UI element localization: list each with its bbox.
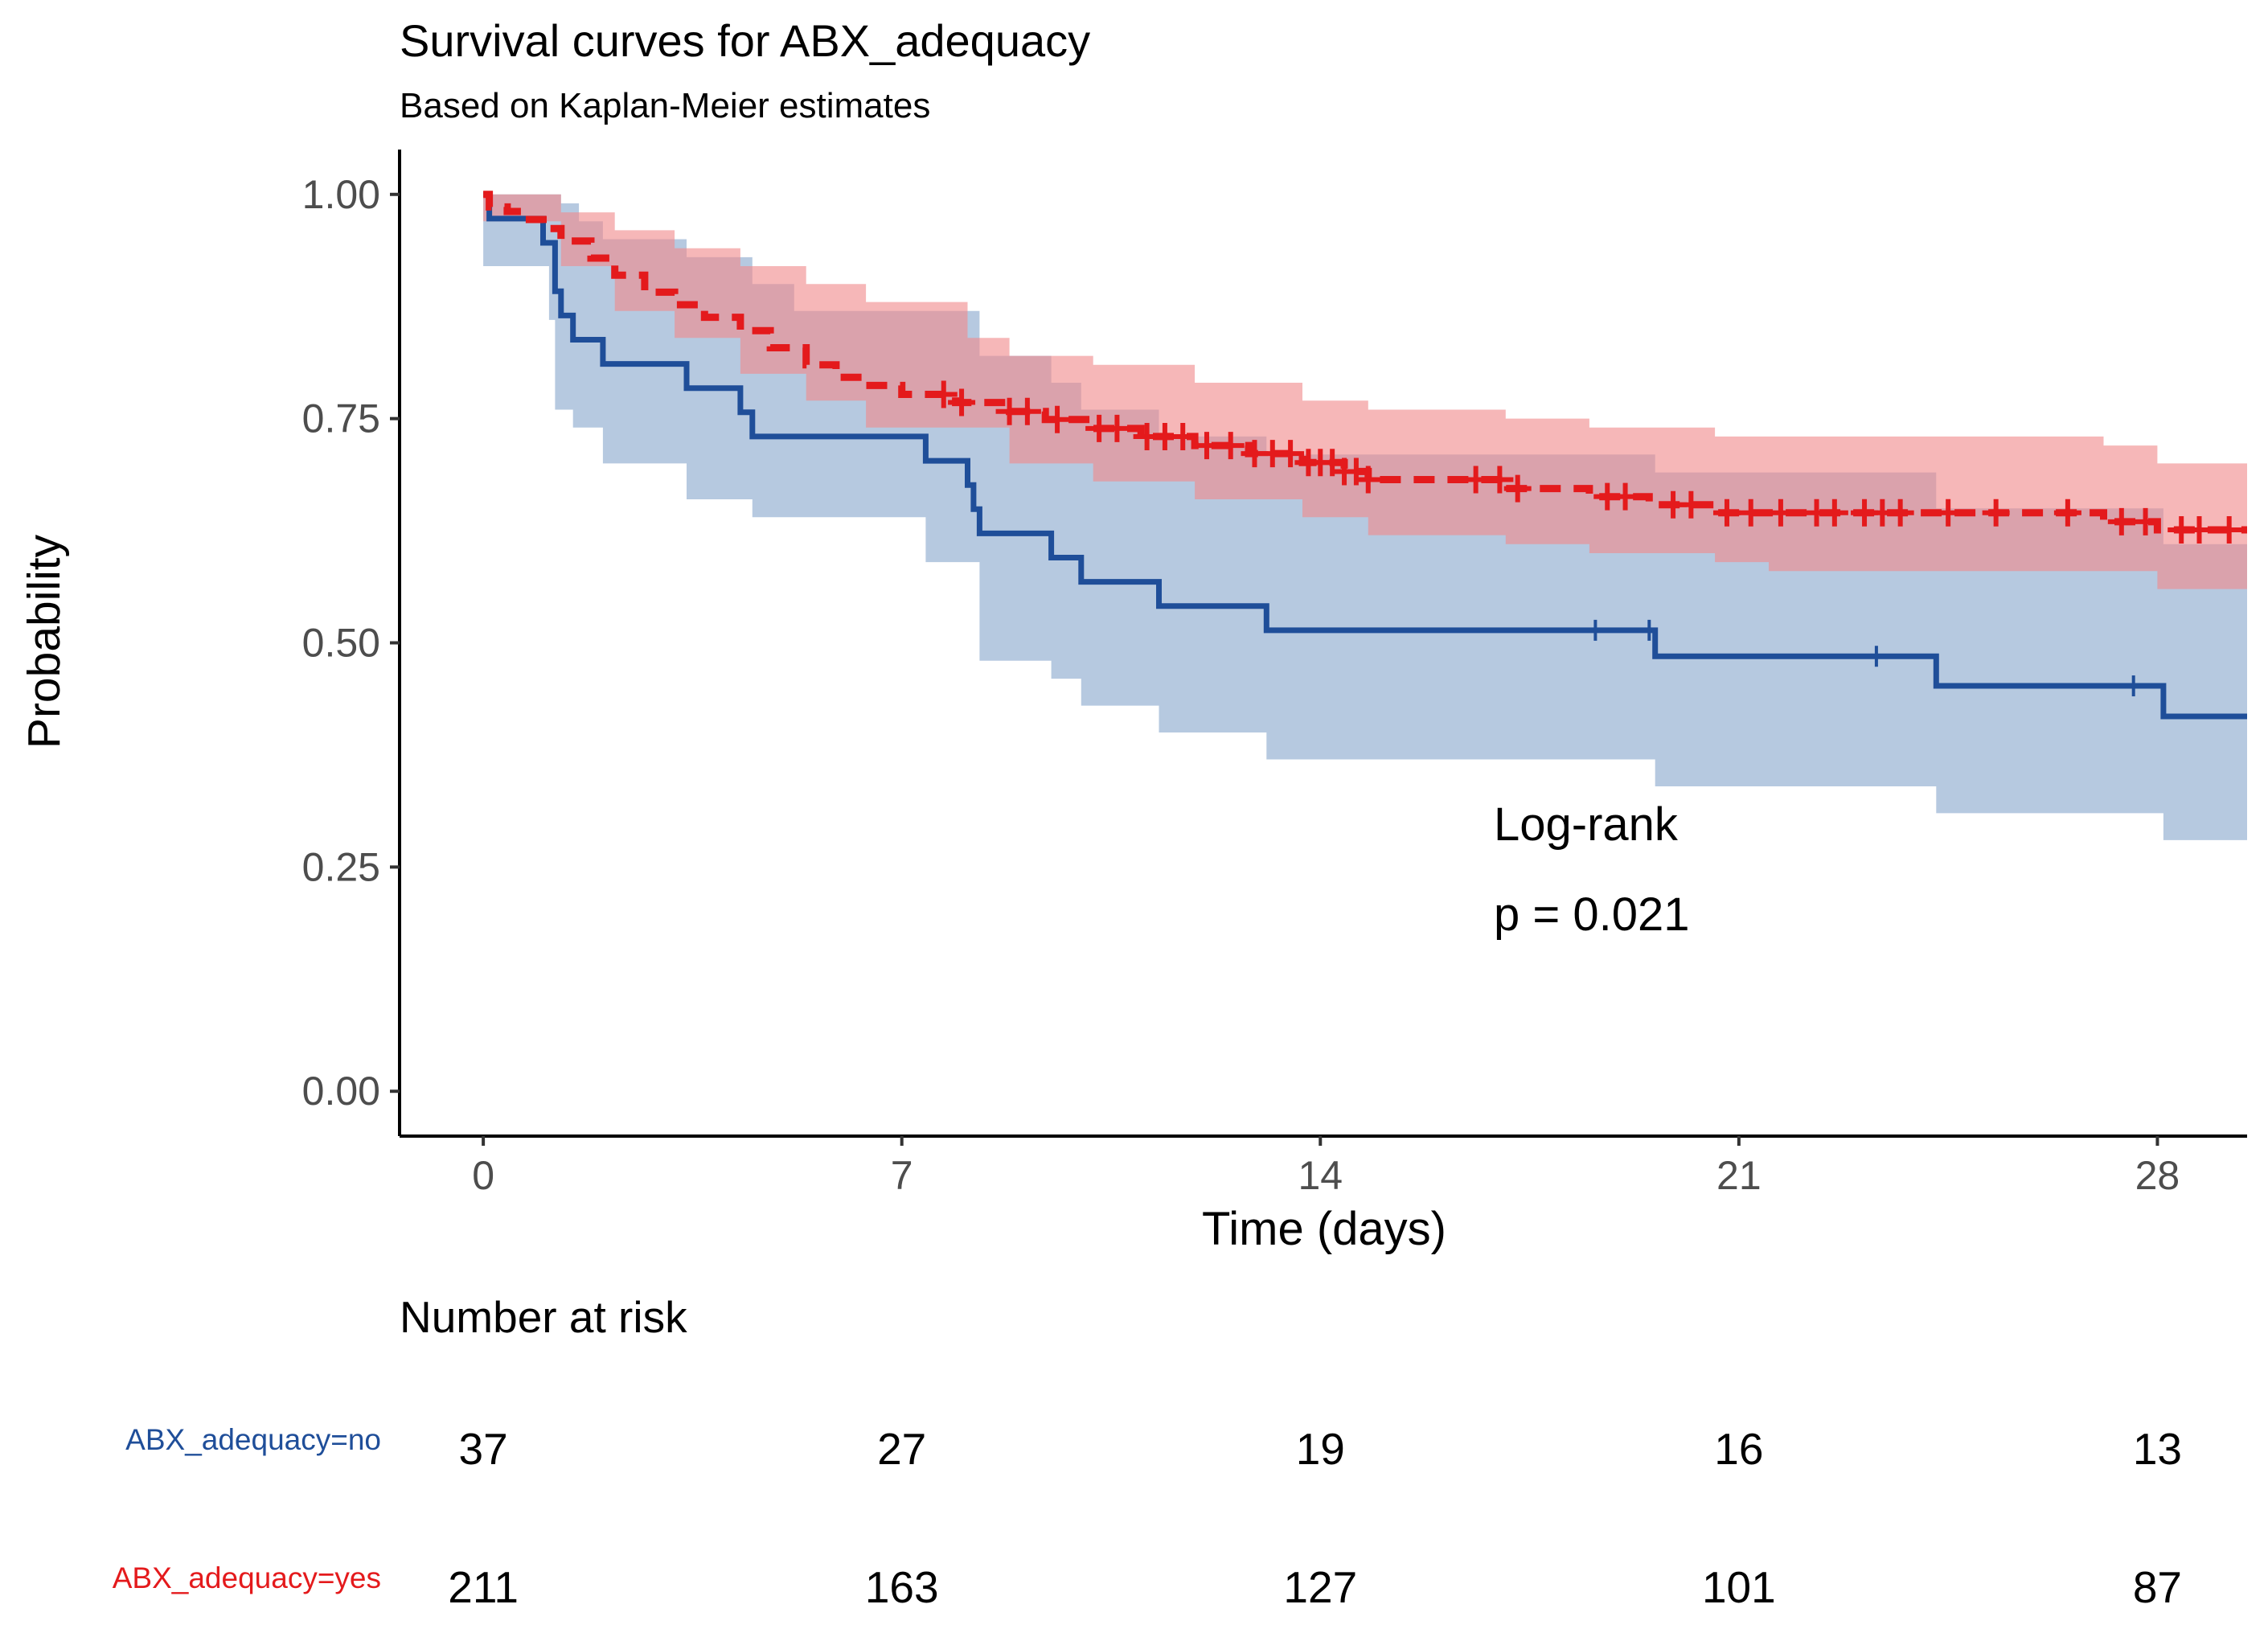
risk-value: 19 [1296, 1424, 1345, 1474]
y-tick-label: 0.25 [302, 844, 380, 889]
chart-title: Survival curves for ABX_adequacy [400, 15, 1090, 66]
y-axis-label: Probability [18, 534, 70, 749]
risk-row-label: ABX_adequacy=yes [113, 1561, 381, 1594]
x-axis-label: Time (days) [1202, 1203, 1446, 1255]
chart-subtitle: Based on Kaplan-Meier estimates [400, 86, 930, 125]
risk-value: 27 [877, 1424, 926, 1474]
logrank-label: Log-rank [1494, 798, 1679, 851]
abx-adequacy-yes-ci-band [483, 194, 2247, 589]
risk-value: 87 [2133, 1562, 2182, 1612]
risk-value: 16 [1714, 1424, 1763, 1474]
x-tick-label: 14 [1298, 1153, 1343, 1198]
x-tick-label: 28 [2135, 1153, 2180, 1198]
risk-row-label: ABX_adequacy=no [125, 1423, 381, 1456]
x-tick-label: 0 [472, 1153, 494, 1198]
risk-value: 211 [448, 1562, 519, 1612]
censor-marks [929, 380, 2243, 697]
risk-table: ABX_adequacy=no 37 27 19 16 13 ABX_adequacy=ye… [113, 1423, 2182, 1612]
abx-adequacy-no-survival-line [483, 191, 2247, 720]
confidence-bands [483, 194, 2247, 840]
risk-value: 13 [2133, 1424, 2182, 1474]
y-tick-label: 1.00 [302, 172, 380, 217]
logrank-pvalue: p = 0.021 [1494, 888, 1690, 941]
y-tick-label: 0.00 [302, 1069, 380, 1114]
risk-value: 101 [1702, 1562, 1776, 1612]
risk-value: 163 [865, 1562, 939, 1612]
tick-labels: 0.00 0.25 0.50 0.75 1.00 0 7 14 21 28 [302, 172, 2180, 1198]
risk-value: 37 [459, 1424, 508, 1474]
risk-value: 127 [1283, 1562, 1357, 1612]
risk-table-title: Number at risk [400, 1292, 687, 1342]
x-tick-label: 21 [1716, 1153, 1761, 1198]
y-tick-label: 0.75 [302, 396, 380, 441]
axes [390, 150, 2247, 1146]
y-tick-label: 0.50 [302, 621, 380, 666]
x-tick-label: 7 [891, 1153, 913, 1198]
